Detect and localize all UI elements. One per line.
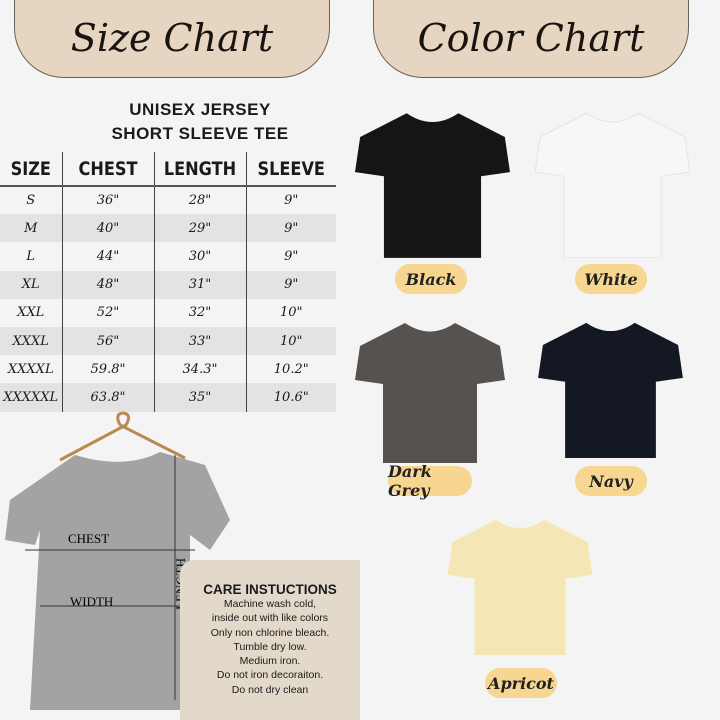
tshirt-apricot[interactable] (445, 515, 595, 655)
table-cell: 34.3" (154, 355, 247, 384)
care-line: inside out with like colors (211, 612, 329, 625)
table-row: XXXXXL 63.8" 35" 10.6" (0, 383, 336, 412)
table-cell: 9" (284, 248, 299, 264)
care-line: Only non chlorine bleach. (210, 626, 330, 639)
table-cell: S (0, 186, 63, 215)
care-line: Medium iron. (239, 655, 301, 668)
product-title-line2: SHORT SLEEVE TEE (111, 124, 289, 143)
table-cell: XXXXXL (0, 383, 63, 412)
color-label[interactable]: Navy (575, 466, 647, 496)
size-table: SIZE CHEST LENGTH SLEEVE S 36" 28" 9" M 40" 29… (0, 152, 336, 412)
table-cell: L (0, 242, 63, 271)
table-cell: 48" (62, 270, 155, 299)
table-cell: 32" (154, 298, 247, 327)
table-row: XXXXL 59.8" 34.3" 10.2" (0, 355, 336, 384)
table-row: M 40" 29" 9" (0, 214, 336, 243)
table-cell: XXL (0, 298, 63, 327)
table-row: XL 48" 31" 9" (0, 270, 336, 299)
table-cell: 30" (154, 242, 247, 271)
table-cell: 10" (246, 326, 336, 356)
header-chest: CHEST (68, 152, 148, 187)
hanger-icon (59, 411, 186, 462)
tshirt-white[interactable] (535, 108, 690, 258)
table-row: S 36" 28" 9" (0, 186, 336, 215)
table-cell: 52" (62, 298, 155, 327)
table-cell: 59.8" (62, 355, 155, 384)
color-chart-banner: Color Chart (373, 0, 689, 78)
care-line: Tumble dry low. (233, 640, 307, 653)
care-line: Machine wash cold, (223, 598, 317, 610)
header-length: LENGTH (160, 152, 240, 187)
table-cell: 56" (62, 326, 155, 356)
table-row: L 44" 30" 9" (0, 242, 336, 271)
table-cell: XXXL (0, 326, 63, 356)
table-cell: 9" (246, 270, 336, 299)
table-row: XXXL 56" 33" 10" (0, 326, 336, 356)
table-cell: 63.8" (62, 383, 155, 412)
width-label: WIDTH (70, 594, 113, 609)
table-cell: XXXXL (0, 355, 63, 384)
color-label[interactable]: Black (395, 264, 467, 294)
grey-tshirt (5, 452, 230, 710)
table-cell: 10" (279, 305, 303, 321)
tshirt-dark-grey[interactable] (355, 318, 505, 463)
care-line: Do not dry clean (231, 683, 309, 696)
care-line: Do not iron decoraiton. (216, 669, 324, 682)
care-title: CARE INSTUCTIONS (203, 582, 337, 597)
product-title-line1: UNISEX JERSEY (129, 100, 271, 119)
table-cell: 33" (154, 326, 247, 356)
color-label[interactable]: Dark Grey (388, 462, 472, 500)
header-size: SIZE (4, 152, 58, 187)
table-cell: 31" (154, 270, 247, 299)
table-row: XXL 52" 32" 10" (0, 298, 336, 327)
table-cell: 9" (246, 214, 336, 243)
table-cell: M (0, 214, 63, 243)
chest-label: CHEST (68, 531, 109, 546)
size-chart-banner: Size Chart (14, 0, 330, 78)
table-cell: 10.2" (273, 361, 309, 377)
table-cell: 40" (62, 214, 155, 243)
table-cell: XL (0, 270, 63, 299)
table-cell: 29" (154, 214, 247, 243)
care-instructions: CARE INSTUCTIONS Machine wash cold, insid… (180, 560, 360, 720)
table-cell: 44" (62, 242, 155, 271)
table-cell: 9" (284, 193, 299, 209)
color-label[interactable]: White (575, 264, 647, 294)
table-cell: 28" (154, 186, 247, 215)
tshirt-black[interactable] (355, 108, 510, 258)
header-sleeve: SLEEVE (252, 152, 330, 187)
color-label[interactable]: Apricot (485, 668, 557, 698)
table-cell: 36" (62, 186, 155, 215)
table-cell: 10.6" (246, 383, 336, 412)
table-cell: 35" (154, 383, 247, 412)
tshirt-navy[interactable] (538, 318, 683, 458)
